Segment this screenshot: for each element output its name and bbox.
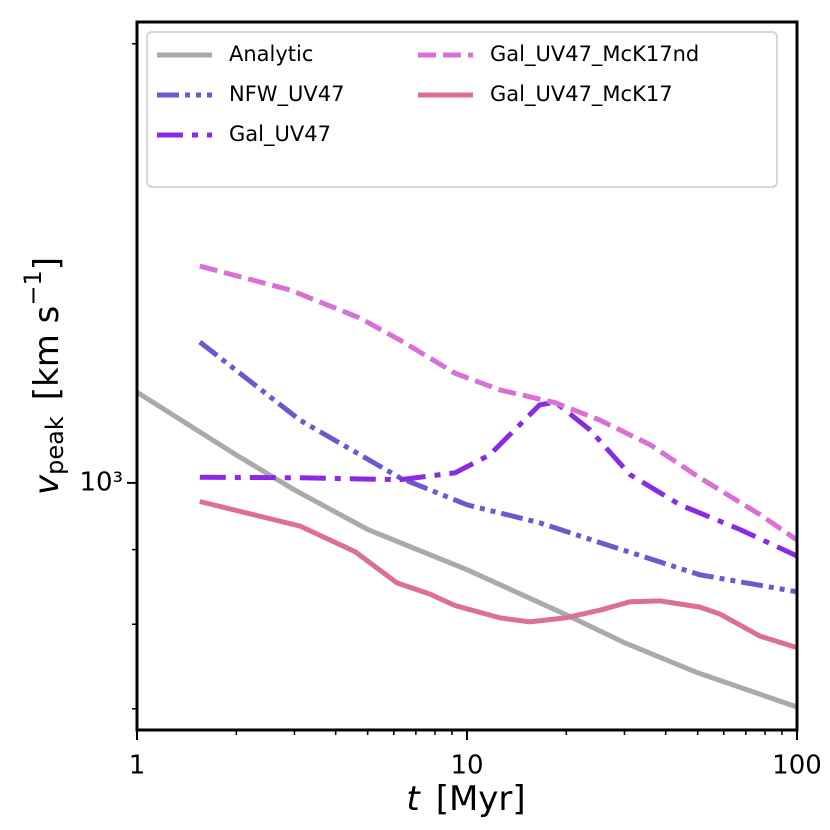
- x-tick-label: 100: [772, 751, 822, 781]
- plot-lines: [137, 263, 797, 710]
- x-label-symbol: t: [406, 779, 421, 819]
- x-tick-label: 10: [450, 751, 483, 781]
- series-line: [137, 390, 797, 710]
- series-line: [199, 499, 797, 650]
- x-axis-label: t [Myr]: [406, 779, 525, 819]
- legend-box: [146, 31, 778, 188]
- y-label-close: ]: [27, 257, 67, 270]
- y-tick-label: 10³: [79, 467, 123, 497]
- y-label-unit: [km s: [27, 306, 67, 401]
- series-line: [199, 399, 797, 559]
- legend-label: NFW_UV47: [229, 82, 345, 107]
- x-tick-label: 1: [129, 751, 146, 781]
- legend-label: Analytic: [229, 42, 313, 66]
- y-axis-label: vpeak [km s−1]: [19, 257, 69, 495]
- legend-label: Gal_UV47_McK17nd: [490, 42, 699, 67]
- series-line: [199, 263, 797, 542]
- series-line: [198, 340, 797, 595]
- y-label-exponent: −1: [19, 270, 47, 305]
- y-label-subscript: peak: [41, 416, 69, 475]
- y-label-symbol: v: [27, 474, 67, 495]
- legend-label: Gal_UV47_McK17: [490, 82, 673, 107]
- legend-label: Gal_UV47: [229, 122, 331, 147]
- x-label-unit: [Myr]: [436, 779, 526, 819]
